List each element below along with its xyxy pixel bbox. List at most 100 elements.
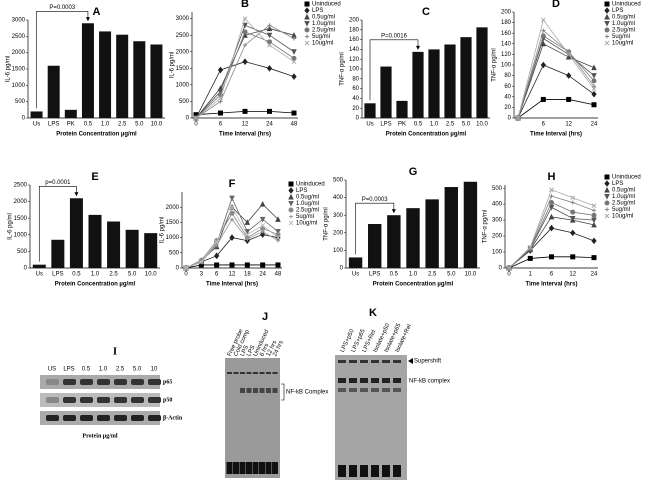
y-tick-label: 2500 bbox=[14, 183, 28, 189]
x-tick-label: 0 bbox=[507, 272, 511, 278]
lane-label: LPS bbox=[63, 367, 74, 373]
x-axis-label: Protein Concentration µg/ml bbox=[56, 132, 137, 138]
point bbox=[591, 212, 597, 218]
y-tick-label: 200 bbox=[349, 18, 360, 24]
x-axis-label: Protein Concentration µg/ml bbox=[373, 282, 454, 288]
lane-label: 0.5 bbox=[82, 367, 91, 373]
point bbox=[604, 7, 610, 14]
y-tick-label: 180 bbox=[501, 20, 512, 26]
lane-label: US bbox=[48, 367, 56, 373]
legend-label: 5ug/ml bbox=[612, 207, 630, 213]
y-tick-label: 200 bbox=[333, 230, 344, 236]
bar bbox=[460, 37, 472, 118]
x-tick-label: 0 bbox=[194, 122, 198, 128]
band bbox=[246, 388, 252, 393]
point bbox=[214, 262, 220, 268]
y-axis-label: IL-6 pg/ml bbox=[8, 213, 14, 240]
x-tick-label: 1.0 bbox=[91, 272, 100, 278]
point bbox=[267, 39, 272, 45]
point bbox=[304, 7, 310, 14]
band bbox=[371, 388, 379, 392]
x-tick-label: LPS bbox=[380, 122, 391, 128]
band bbox=[253, 388, 258, 393]
free-probe bbox=[393, 465, 401, 477]
y-tick-label: 100 bbox=[501, 63, 512, 69]
point bbox=[229, 195, 235, 202]
band bbox=[272, 388, 278, 393]
band bbox=[259, 372, 265, 374]
panel-title: E bbox=[91, 171, 98, 183]
free-probe bbox=[360, 465, 368, 477]
point bbox=[214, 252, 220, 260]
x-tick-label: 5.0 bbox=[462, 122, 471, 128]
x-tick-label: LPS bbox=[48, 122, 59, 128]
point bbox=[291, 59, 297, 65]
bar bbox=[30, 111, 43, 118]
series-line bbox=[517, 43, 595, 119]
x-tick-label: 12 bbox=[242, 122, 249, 128]
x-tick-label: 2.5 bbox=[118, 122, 127, 128]
band bbox=[360, 360, 368, 363]
legend-label: 10ug/ml bbox=[312, 41, 333, 47]
point bbox=[266, 32, 273, 39]
legend-label: 2.5ug/ml bbox=[612, 201, 635, 207]
y-axis-label: TNF-α pg/ml bbox=[340, 52, 346, 85]
panel-title: G bbox=[409, 166, 418, 178]
band bbox=[349, 378, 357, 383]
free-probe bbox=[338, 465, 346, 477]
legend-label: 0.5ug/ml bbox=[296, 195, 319, 201]
bar bbox=[368, 224, 382, 268]
point bbox=[591, 203, 597, 209]
x-tick-label: 10.0 bbox=[145, 272, 157, 278]
point bbox=[549, 254, 554, 260]
bar bbox=[133, 41, 146, 118]
y-tick-label: 2000 bbox=[12, 50, 26, 56]
point bbox=[214, 243, 219, 248]
band bbox=[240, 372, 245, 374]
free-probe bbox=[371, 465, 379, 477]
point bbox=[183, 265, 189, 271]
bar bbox=[425, 199, 439, 268]
x-tick-label: 1.0 bbox=[409, 272, 418, 278]
x-tick-label: Us bbox=[36, 272, 43, 278]
x-tick-label: PK bbox=[398, 122, 406, 128]
point bbox=[304, 21, 310, 27]
y-tick-label: 60 bbox=[352, 86, 359, 92]
panel-title: J bbox=[262, 311, 268, 323]
x-tick-label: 1.0 bbox=[430, 122, 439, 128]
point bbox=[570, 195, 576, 201]
arrow-head bbox=[416, 45, 420, 50]
band bbox=[131, 415, 144, 421]
band bbox=[371, 378, 379, 383]
y-tick-label: 100 bbox=[492, 250, 503, 256]
point bbox=[591, 90, 597, 98]
row-label: p50 bbox=[163, 397, 172, 403]
row-label: β-Actin bbox=[163, 415, 183, 421]
y-tick-label: 100 bbox=[349, 67, 360, 73]
y-tick-label: 3000 bbox=[12, 18, 26, 24]
x-tick-label: 18 bbox=[244, 272, 251, 278]
band bbox=[148, 379, 161, 385]
x-tick-label: Us bbox=[352, 272, 359, 278]
point bbox=[214, 239, 220, 245]
legend-label: 0.5ug/ml bbox=[612, 188, 635, 194]
arrow-head bbox=[85, 17, 90, 22]
x-tick-label: PK bbox=[67, 122, 75, 128]
lane-label: 5.0 bbox=[133, 367, 142, 373]
y-tick-label: 1500 bbox=[14, 216, 28, 222]
point bbox=[570, 209, 576, 215]
y-tick-label: 0 bbox=[24, 266, 28, 272]
point bbox=[198, 259, 204, 265]
bar bbox=[32, 264, 46, 268]
point bbox=[527, 255, 533, 261]
point bbox=[591, 86, 597, 92]
band bbox=[80, 397, 93, 403]
band bbox=[46, 397, 59, 403]
band bbox=[338, 378, 346, 383]
bar bbox=[348, 257, 363, 268]
point bbox=[288, 207, 294, 213]
point bbox=[549, 200, 554, 206]
y-axis-label: TNF-α pg/ml bbox=[483, 210, 489, 243]
y-tick-label: 0 bbox=[22, 116, 26, 122]
x-tick-label: 2.5 bbox=[428, 272, 437, 278]
